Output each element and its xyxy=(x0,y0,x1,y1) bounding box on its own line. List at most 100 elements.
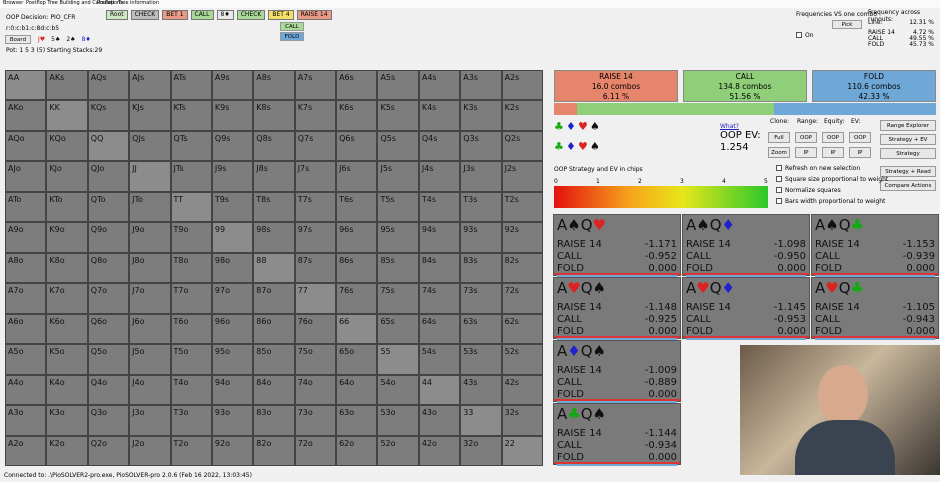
hand-cell[interactable]: 83s xyxy=(460,252,502,284)
hand-cell[interactable]: J8s xyxy=(253,161,295,192)
hand-cell[interactable]: J9s xyxy=(211,161,254,192)
hand-cell[interactable]: 75o xyxy=(294,344,337,375)
hand-cell[interactable]: K5s xyxy=(377,100,419,131)
hand-cell[interactable]: Q8o xyxy=(87,252,130,284)
hand-cell[interactable]: K9s xyxy=(211,100,254,131)
hand-cell[interactable]: J2s xyxy=(501,161,543,192)
checkbox[interactable] xyxy=(776,187,782,193)
hand-cell[interactable]: T4o xyxy=(170,374,212,406)
check-row[interactable]: Refresh on new selection xyxy=(776,165,860,172)
hand-cell[interactable]: 64o xyxy=(336,374,378,406)
combo-card[interactable]: A ♥ Q ♦ RAISE 14 -1.145 CALL -0.953 FOLD 0.000 xyxy=(682,277,810,340)
hand-cell[interactable]: T5o xyxy=(170,344,212,375)
hand-cell[interactable]: 72s xyxy=(501,283,543,314)
hand-cell[interactable]: A8o xyxy=(5,252,47,284)
hand-cell[interactable]: JTs xyxy=(170,161,212,192)
hand-cell[interactable]: 96s xyxy=(336,222,378,253)
hand-cell[interactable]: 94s xyxy=(418,222,461,253)
toggle-button[interactable]: OOP xyxy=(822,132,844,143)
hand-cell[interactable]: ATo xyxy=(5,191,47,223)
hand-cell[interactable]: T3o xyxy=(170,405,212,436)
hand-cell[interactable]: A6s xyxy=(336,70,378,101)
hand-cell[interactable]: Q4o xyxy=(87,374,130,406)
hand-cell[interactable]: 65o xyxy=(336,344,378,375)
combo-card[interactable]: A ♥ Q ♣ RAISE 14 -1.105 CALL -0.943 FOLD 0.000 xyxy=(811,277,939,340)
hand-cell[interactable]: AJs xyxy=(129,70,171,101)
hand-cell[interactable]: 74s xyxy=(418,283,461,314)
hand-cell[interactable]: J9o xyxy=(129,222,171,253)
hand-cell[interactable]: J8o xyxy=(129,252,171,284)
hand-cell[interactable]: KTs xyxy=(170,100,212,131)
hand-cell[interactable]: JJ xyxy=(129,161,171,192)
hand-cell[interactable]: T5s xyxy=(377,191,419,223)
hand-cell[interactable]: Q4s xyxy=(418,130,461,162)
hand-cell[interactable]: A7s xyxy=(294,70,337,101)
hand-cell[interactable]: AJo xyxy=(5,161,47,192)
hand-cell[interactable]: Q7o xyxy=(87,283,130,314)
hand-cell[interactable]: 66 xyxy=(336,313,378,345)
hand-cell[interactable]: A9s xyxy=(211,70,254,101)
hand-cell[interactable]: 76s xyxy=(336,283,378,314)
hand-cell[interactable]: J4s xyxy=(418,161,461,192)
hand-cell[interactable]: A3o xyxy=(5,405,47,436)
hand-cell[interactable]: Q5o xyxy=(87,344,130,375)
hand-cell[interactable]: 62o xyxy=(336,435,378,466)
hand-cell[interactable]: 93o xyxy=(211,405,254,436)
side-button[interactable]: Strategy xyxy=(880,148,936,159)
hand-cell[interactable]: K7o xyxy=(46,283,88,314)
hand-cell[interactable]: T7o xyxy=(170,283,212,314)
hand-cell[interactable]: ATs xyxy=(170,70,212,101)
on-check[interactable]: On xyxy=(796,32,814,39)
hand-cell[interactable]: Q5s xyxy=(377,130,419,162)
hand-cell[interactable]: 43s xyxy=(460,374,502,406)
hand-cell[interactable]: K3s xyxy=(460,100,502,131)
check-row[interactable]: Square size proportional to weight xyxy=(776,176,888,183)
hand-cell[interactable]: KK xyxy=(46,100,88,131)
hand-cell[interactable]: J7o xyxy=(129,283,171,314)
action-button[interactable]: BET 4 xyxy=(268,10,294,20)
hand-cell[interactable]: K5o xyxy=(46,344,88,375)
hand-cell[interactable]: AKo xyxy=(5,100,47,131)
checkbox[interactable] xyxy=(776,198,782,204)
hand-cell[interactable]: 84s xyxy=(418,252,461,284)
hand-cell[interactable]: A9o xyxy=(5,222,47,253)
hand-cell[interactable]: 86s xyxy=(336,252,378,284)
hand-cell[interactable]: 92s xyxy=(501,222,543,253)
hand-cell[interactable]: 63o xyxy=(336,405,378,436)
hand-cell[interactable]: 54s xyxy=(418,344,461,375)
hand-cell[interactable]: A7o xyxy=(5,283,47,314)
hand-cell[interactable]: Q3o xyxy=(87,405,130,436)
hand-cell[interactable]: AKs xyxy=(46,70,88,101)
hand-cell[interactable]: 82s xyxy=(501,252,543,284)
hand-cell[interactable]: 53s xyxy=(460,344,502,375)
sub-action[interactable]: CALL xyxy=(280,22,304,31)
sub-action[interactable]: FOLD xyxy=(280,32,304,41)
hand-cell[interactable]: K2o xyxy=(46,435,88,466)
hand-cell[interactable]: A6o xyxy=(5,313,47,345)
hand-cell[interactable]: QQ xyxy=(87,130,130,162)
hand-cell[interactable]: 52s xyxy=(501,344,543,375)
action-button[interactable]: CHECK xyxy=(236,10,266,20)
hand-cell[interactable]: Q8s xyxy=(253,130,295,162)
hand-cell[interactable]: 64s xyxy=(418,313,461,345)
hand-cell[interactable]: J2o xyxy=(129,435,171,466)
hand-cell[interactable]: 94o xyxy=(211,374,254,406)
hand-cell[interactable]: J5s xyxy=(377,161,419,192)
hand-cell[interactable]: 42o xyxy=(418,435,461,466)
hand-cell[interactable]: 77 xyxy=(294,283,337,314)
hand-cell[interactable]: T2o xyxy=(170,435,212,466)
hand-cell[interactable]: TT xyxy=(170,191,212,223)
hand-cell[interactable]: A3s xyxy=(460,70,502,101)
combo-card[interactable]: A ♠ Q ♣ RAISE 14 -1.153 CALL -0.939 FOLD 0.000 xyxy=(811,214,939,277)
hand-cell[interactable]: K9o xyxy=(46,222,88,253)
hand-cell[interactable]: 95o xyxy=(211,344,254,375)
hand-cell[interactable]: KQs xyxy=(87,100,130,131)
hand-cell[interactable]: QJo xyxy=(87,161,130,192)
hand-cell[interactable]: Q9s xyxy=(211,130,254,162)
hand-cell[interactable]: 75s xyxy=(377,283,419,314)
hand-cell[interactable]: 42s xyxy=(501,374,543,406)
hand-cell[interactable]: T9o xyxy=(170,222,212,253)
action-button[interactable]: 8♦ xyxy=(216,10,234,20)
hand-cell[interactable]: 82o xyxy=(253,435,295,466)
hand-cell[interactable]: 44 xyxy=(418,374,461,406)
